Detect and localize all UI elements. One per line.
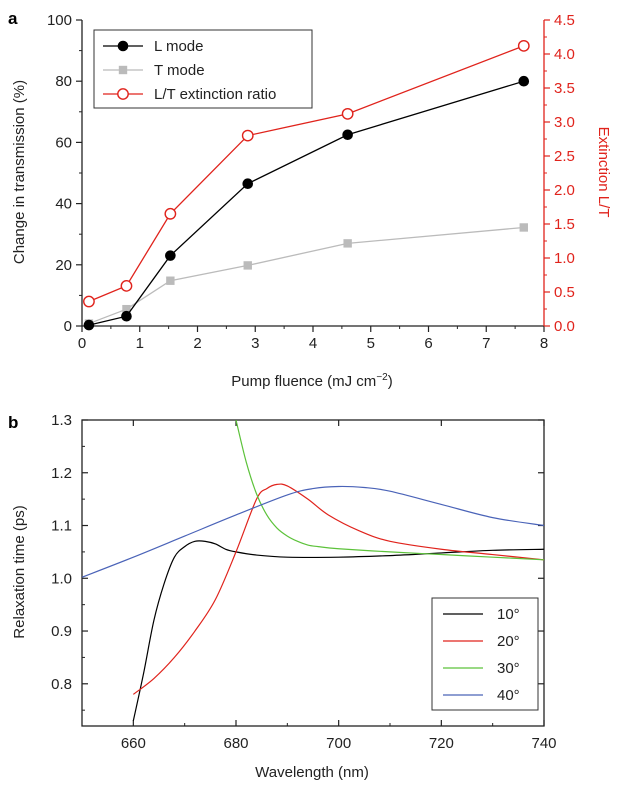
panel-b-x-tick-label: 680 <box>223 735 248 752</box>
panel-a-legend: L mode T mode L/T extinction ratio <box>93 29 313 109</box>
panel-b-legend-label-4: 40° <box>497 687 520 704</box>
panel-a-point-t-mode <box>343 239 352 248</box>
panel-a-legend-marker-l-mode <box>117 40 129 52</box>
panel-a-y2-tick-label: 3.0 <box>554 114 575 131</box>
panel-a-y2-axis-title: Extinction L/T <box>595 127 612 218</box>
panel-b-axes <box>81 419 545 727</box>
panel-b-x-tick-labels: 660 680 700 720 740 <box>121 735 557 752</box>
panel-b-x-tick-label: 740 <box>531 735 556 752</box>
panel-b-curve-2 <box>132 483 544 695</box>
panel-a-x-tick-label: 1 <box>136 335 144 352</box>
panel-a-y2-tick-label: 2.0 <box>554 182 575 199</box>
panel-a-point-l-mode <box>342 129 353 141</box>
panel-a-chart: 0 1 2 3 4 5 6 7 8 0 20 40 60 80 100 0.0 0.5 1.0 1.5 2.0 2.… <box>11 12 612 390</box>
panel-a-legend-label-l-t-extinction-ratio: L/T extinction ratio <box>154 86 276 103</box>
panel-a-x-tick-label: 8 <box>540 335 548 352</box>
panel-a-point-l-mode <box>518 75 530 87</box>
panel-a-y2-tick-label: 2.5 <box>554 148 575 165</box>
panel-a-point-t-mode <box>122 304 131 314</box>
panel-b-y-tick-label: 0.8 <box>51 676 72 693</box>
panel-a-point-l-t-extinction-ratio <box>164 207 177 220</box>
panel-a-x-tick-label: 0 <box>78 335 86 352</box>
panel-a-legend-marker-t-mode <box>118 65 128 75</box>
panel-a-y-tick-label: 40 <box>55 196 72 213</box>
panel-a-legend-marker-l-t-extinction-ratio <box>117 88 129 100</box>
panel-a-point-l-t-extinction-ratio <box>341 107 354 120</box>
panel-a-legend-label-t-mode: T mode <box>154 62 205 79</box>
panel-a-line-t-mode <box>88 226 524 325</box>
panel-a-y-tick-label: 20 <box>55 257 72 274</box>
panel-a-y2-tick-label: 3.5 <box>554 80 575 97</box>
panel-a-legend-box <box>93 29 313 109</box>
panel-a-y2-tick-label: 0.0 <box>554 318 575 335</box>
panel-a-y-tick-label: 60 <box>55 134 72 151</box>
panel-b-letter: b <box>8 413 18 432</box>
panel-a-x-tick-label: 4 <box>309 335 317 352</box>
panel-b-legend-box <box>431 597 539 711</box>
panel-b-chart: 660 680 700 720 740 0.8 0.9 1.0 1.1 1.2 1.3 Wavel… <box>11 412 557 781</box>
panel-a-x-tick-labels: 0 1 2 3 4 5 6 7 8 <box>78 335 548 352</box>
panel-b-legend: 10° 20° 30° 40° <box>431 597 539 711</box>
panel-a-y-tick-label: 80 <box>55 73 72 90</box>
panel-b-frame <box>81 419 545 727</box>
panel-a-y2-tick-label: 0.5 <box>554 284 575 301</box>
panel-a-y2-tick-label: 1.0 <box>554 250 575 267</box>
panel-a-letter: a <box>8 9 18 28</box>
panel-a-point-l-t-extinction-ratio <box>83 295 95 308</box>
panel-a-point-l-mode <box>165 250 176 261</box>
panel-a-axes <box>76 19 550 332</box>
panel-a-y-axis-title: Change in transmission (%) <box>11 80 28 264</box>
panel-a-line-l-t-extinction-ratio <box>88 45 525 303</box>
panel-b-x-axis-title: Wavelength (nm) <box>255 764 369 781</box>
panel-a-point-l-mode <box>121 310 132 322</box>
panel-a-y-tick-label: 100 <box>47 12 72 29</box>
panel-a-point-l-t-extinction-ratio <box>241 129 254 142</box>
panel-b-series <box>82 420 544 721</box>
panel-a-line-l-mode <box>88 80 524 326</box>
panel-a-x-tick-label: 2 <box>193 335 201 352</box>
panel-b-curve-1 <box>132 540 544 721</box>
panel-a-y2-tick-label: 4.0 <box>554 46 575 63</box>
panel-b-y-tick-label: 1.3 <box>51 412 72 429</box>
panel-a-point-l-mode <box>83 319 95 331</box>
panel-b-legend-label-1: 10° <box>497 606 520 623</box>
panel-a-x-tick-label: 7 <box>482 335 490 352</box>
panel-a-point-l-t-extinction-ratio <box>120 279 133 292</box>
panel-b-legend-label-3: 30° <box>497 660 520 677</box>
panel-a-y-tick-label: 0 <box>64 318 72 335</box>
panel-b-legend-label-2: 20° <box>497 633 520 650</box>
panel-b-y-tick-label: 1.0 <box>51 570 72 587</box>
panel-a-point-t-mode <box>166 276 175 285</box>
panel-a-x-axis-title: Pump fluence (mJ cm−2) <box>231 372 392 390</box>
panel-a-x-tick-label: 6 <box>424 335 432 352</box>
panel-b-y-tick-label: 1.1 <box>51 518 72 535</box>
panel-a-x-tick-label: 5 <box>367 335 375 352</box>
panel-b-y-tick-label: 0.9 <box>51 623 72 640</box>
panel-b-y-axis-title: Relaxation time (ps) <box>11 505 28 638</box>
panel-a-point-t-mode <box>243 261 252 270</box>
panel-b-curve-3 <box>235 420 544 561</box>
panel-b-x-tick-label: 720 <box>429 735 454 752</box>
panel-a-legend-label-l-mode: L mode <box>154 38 203 55</box>
panel-b-curve-4 <box>82 485 544 578</box>
panel-a-point-l-mode <box>242 178 254 190</box>
panel-a-y2-tick-label: 1.5 <box>554 216 575 233</box>
panel-b-x-tick-label: 700 <box>326 735 351 752</box>
panel-b-y-tick-labels: 0.8 0.9 1.0 1.1 1.2 1.3 <box>51 412 72 693</box>
panel-b-x-tick-label: 660 <box>121 735 146 752</box>
panel-a-y2-tick-label: 4.5 <box>554 12 575 29</box>
panel-a-y-tick-labels: 0 20 40 60 80 100 <box>47 12 72 335</box>
panel-a-x-tick-label: 3 <box>251 335 259 352</box>
panel-a-series <box>83 39 530 331</box>
panel-a-y2-tick-labels: 0.0 0.5 1.0 1.5 2.0 2.5 3.0 3.5 4.0 4.5 <box>554 12 575 335</box>
panel-a-point-t-mode <box>519 223 528 232</box>
panel-a-point-l-t-extinction-ratio <box>517 39 530 52</box>
panel-b-y-tick-label: 1.2 <box>51 465 72 482</box>
